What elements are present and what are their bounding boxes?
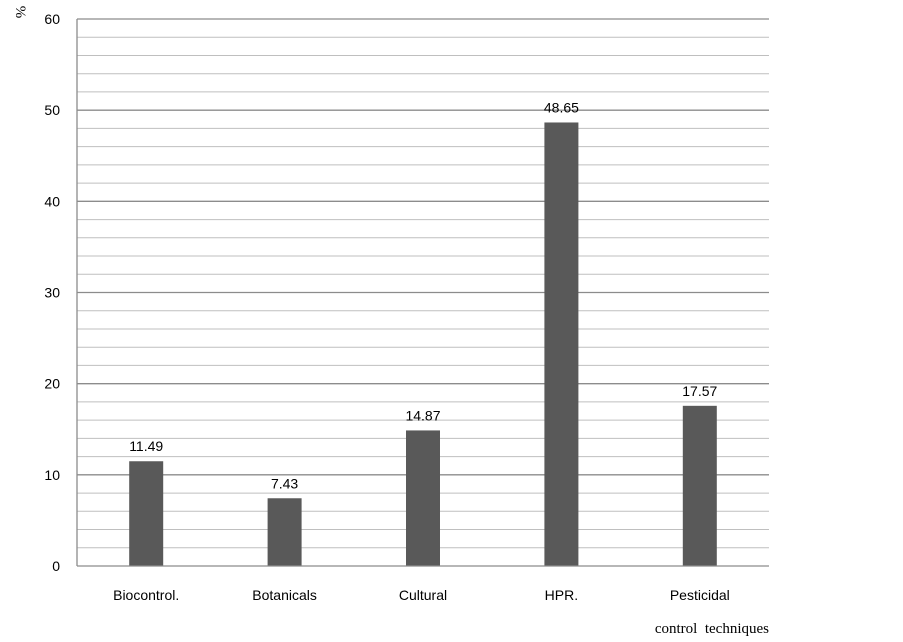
y-tick-label: 60 xyxy=(44,11,60,27)
y-tick-label: 20 xyxy=(44,376,60,392)
y-tick-label: 50 xyxy=(44,102,60,118)
y-tick-label: 0 xyxy=(52,558,60,574)
data-label: 14.87 xyxy=(405,407,440,423)
y-tick-label: 30 xyxy=(44,285,60,301)
bar xyxy=(406,430,440,566)
data-labels: 11.49 7.43 14.87 48.65 17.57 xyxy=(129,99,717,491)
data-label: 17.57 xyxy=(682,383,717,399)
category-label: HPR. xyxy=(545,587,578,603)
y-axis-title: % xyxy=(12,6,28,19)
x-axis-title: control techniques xyxy=(655,621,769,637)
data-label: 7.43 xyxy=(271,475,298,491)
data-label: 48.65 xyxy=(544,99,579,115)
category-label: Biocontrol. xyxy=(113,587,179,603)
y-tick-label: 40 xyxy=(44,193,60,209)
category-label: Botanicals xyxy=(252,587,317,603)
bar xyxy=(129,461,164,566)
bar xyxy=(544,122,579,566)
category-label: Pesticidal xyxy=(670,587,730,603)
data-label: 11.49 xyxy=(129,438,163,454)
category-labels: Biocontrol. Botanicals Cultural HPR. Pestici… xyxy=(113,587,730,603)
gridlines xyxy=(77,18,769,549)
bars xyxy=(129,122,717,566)
bar xyxy=(267,498,302,566)
y-tick-labels: 0 10 20 30 40 50 60 xyxy=(44,11,60,574)
bar xyxy=(682,405,717,566)
y-tick-label: 10 xyxy=(44,467,60,483)
category-label: Cultural xyxy=(399,587,447,603)
